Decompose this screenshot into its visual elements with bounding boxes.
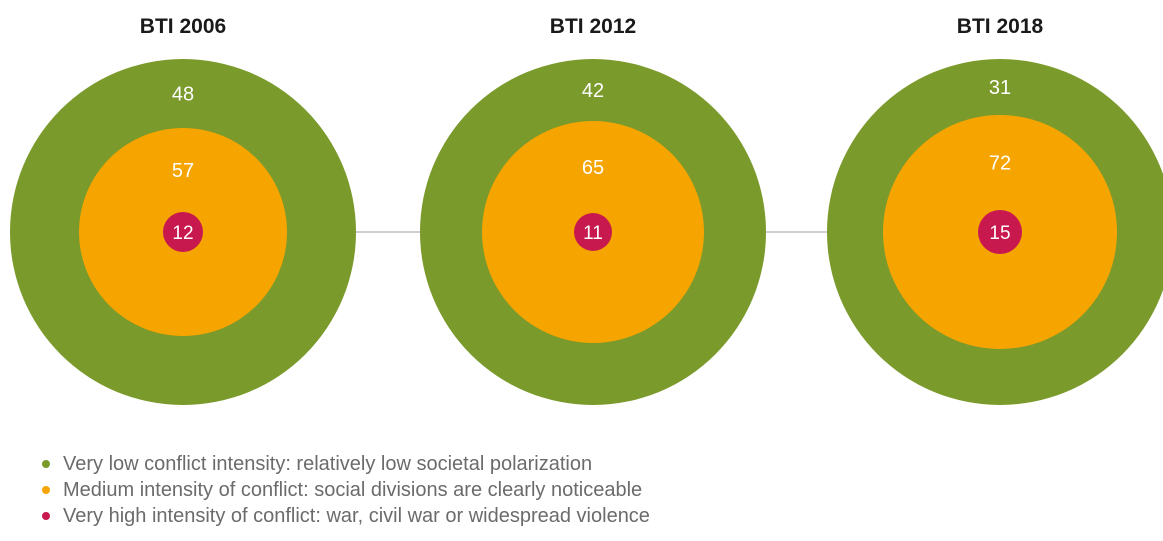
value-label-very-low: 31 [989, 77, 1011, 99]
legend-item-medium: Medium intensity of conflict: social div… [42, 477, 650, 503]
circle-very-high [574, 213, 612, 251]
circle-very-high [163, 212, 203, 252]
value-label-very-high: 11 [583, 223, 603, 244]
value-label-medium: 57 [172, 160, 194, 182]
panel-title: BTI 2012 [550, 15, 636, 38]
panel-title: BTI 2006 [140, 15, 226, 38]
value-label-medium: 72 [989, 153, 1011, 175]
value-label-very-low: 42 [582, 80, 604, 102]
value-label-very-high: 15 [989, 223, 1010, 244]
legend-dot-very-low [42, 460, 50, 468]
circle-very-high [978, 210, 1022, 254]
chart-legend: Very low conflict intensity: relatively … [42, 451, 650, 529]
value-label-very-high: 12 [172, 223, 193, 244]
legend-dot-very-high [42, 512, 50, 520]
value-label-very-low: 48 [172, 84, 194, 106]
legend-label-very-high: Very high intensity of conflict: war, ci… [63, 504, 650, 527]
legend-item-very-low: Very low conflict intensity: relatively … [42, 451, 650, 477]
legend-label-medium: Medium intensity of conflict: social div… [63, 478, 643, 501]
legend-item-very-high: Very high intensity of conflict: war, ci… [42, 503, 650, 529]
legend-label-very-low: Very low conflict intensity: relatively … [63, 452, 593, 475]
panel-title: BTI 2018 [957, 15, 1044, 38]
value-label-medium: 65 [582, 157, 604, 179]
legend-dot-medium [42, 486, 50, 494]
